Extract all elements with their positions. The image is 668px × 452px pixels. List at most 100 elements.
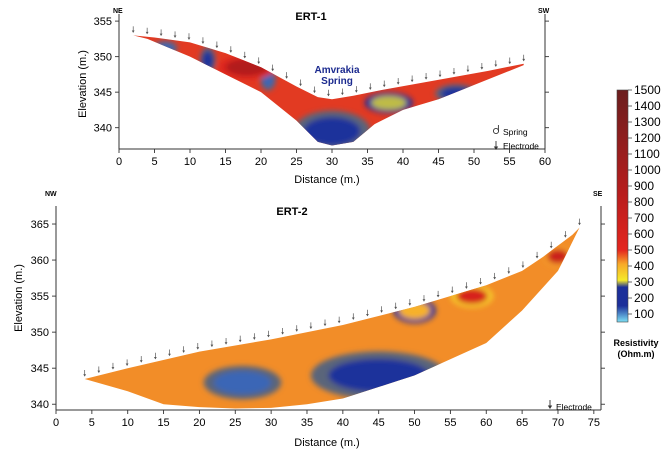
ert1-electrode-head (313, 90, 316, 94)
ert2-y-tick-label: 360 (31, 255, 49, 267)
ert2-x-tick-label: 65 (516, 417, 528, 429)
ert1-resistivity-zone (371, 95, 407, 110)
ert1-x-tick-label: 5 (151, 156, 157, 168)
colorbar-tick-label: 800 (634, 195, 654, 209)
ert2-electrode-head (210, 344, 214, 348)
ert2-electrode-head (337, 320, 341, 324)
ert1-x-tick-label: 50 (468, 156, 480, 168)
ert2-direction-left: NW (45, 191, 57, 198)
ert1-spring-annotation-line: Spring (321, 76, 353, 87)
ert2-electrode-head (380, 310, 383, 313)
ert2-electrode-head (281, 332, 285, 335)
ert1-legend-electrode-label: Electrode (503, 141, 539, 151)
ert1-electrode-head (424, 77, 428, 80)
ert1-resistivity-zone (225, 58, 269, 76)
ert1-electrode-head (522, 58, 526, 62)
ert1-electrode-head (480, 67, 484, 70)
ert1-x-tick-label: 15 (219, 156, 231, 168)
ert2-electrode-head (366, 313, 369, 317)
ert1-electrode-head (494, 64, 498, 67)
ert1-resistivity-zone (440, 87, 472, 100)
ert2-electrode-head (224, 342, 228, 345)
ert2-resistivity-zone (456, 288, 488, 305)
ert2-x-tick-label: 40 (337, 417, 349, 429)
colorbar-ticks: 100 200 300 400 500 600 700 800 900 1000 1100 1200 1… (628, 83, 661, 321)
ert2-electrode-head (422, 299, 426, 302)
ert2-electrode-head (493, 277, 497, 280)
colorbar: 100 200 300 400 500 600 700 800 900 1000 1100 1200 1… (613, 83, 661, 359)
colorbar-unit: (Ohm.m) (618, 349, 655, 359)
ert1-y-tick-label: 340 (94, 123, 112, 135)
ert2-electrode-head (450, 290, 454, 294)
ert2-electrode-head (535, 256, 539, 259)
ert1-spring-annotation-line: Amvrakia (314, 65, 359, 76)
spring-icon (492, 125, 500, 135)
colorbar-tick-label: 1200 (634, 131, 661, 145)
ert1-x-tick-label: 10 (184, 156, 196, 168)
ert2-electrode-head (521, 265, 525, 268)
ert1-x-tick-label: 45 (432, 156, 444, 168)
ert1-x-tick-label: 40 (397, 156, 409, 168)
ert2-electrode-head (295, 329, 299, 332)
ert2-x-label: Distance (m.) (294, 437, 359, 449)
ert2-electrode-head (309, 326, 313, 329)
ert2-x-tick-label: 75 (588, 417, 600, 429)
ert2-x-tick-label: 60 (480, 417, 492, 429)
colorbar-tick-label: 300 (634, 275, 654, 289)
ert2-x-tick-label: 0 (53, 417, 59, 429)
ert2-y-tick-label: 355 (31, 291, 49, 303)
colorbar-tick-label: 200 (634, 291, 654, 305)
ert1-direction-left: NE (113, 8, 123, 15)
ert2-x-tick-label: 25 (229, 417, 241, 429)
ert2-legend-electrode-label: Electrode (556, 402, 592, 412)
ert2-y-ticks: 340 345 350 355 360 365 (31, 219, 56, 411)
ert2-axes: 0 5 10 15 20 25 30 35 40 45 50 55 60 65 70 75 340 345 350… (31, 206, 605, 429)
ert1-axes: 0 5 10 15 20 25 30 35 40 45 50 55 60 340 345 350 355 (94, 14, 551, 168)
ert2-electrode-head (153, 356, 157, 360)
ert2-electrode-head (97, 370, 101, 374)
ert2-electrode-head (464, 286, 468, 289)
ert1-electrode-head (466, 69, 470, 73)
ert1-x-ticks: 0 5 10 15 20 25 30 35 40 45 50 55 60 (116, 149, 551, 168)
ert2-x-tick-label: 70 (552, 417, 564, 429)
colorbar-tick-label: 600 (634, 227, 654, 241)
ert1-x-tick-label: 25 (290, 156, 302, 168)
ert1-spring-annotation: Amvrakia Spring (314, 65, 359, 87)
ert2-y-label: Elevation (m.) (13, 264, 25, 332)
ert2-y-tick-label: 340 (31, 399, 49, 411)
ert2-electrode-head (125, 363, 129, 366)
ert1-x-label: Distance (m.) (294, 174, 359, 186)
ert2-electrode-head (578, 222, 581, 226)
ert1-legend-spring-label: Spring (503, 127, 528, 137)
ert1-electrode-head (340, 92, 344, 96)
ert2-legend: Electrode (547, 400, 592, 412)
ert2-x-tick-label: 30 (265, 417, 277, 429)
ert2-resistivity-zone (213, 371, 272, 395)
ert1-electrode-head (187, 37, 191, 40)
ert1-resistivity-zone (303, 117, 361, 146)
ert1-resistivity-zone (202, 50, 214, 70)
ert2-electrode-head (479, 282, 482, 285)
ert1-x-tick-label: 30 (326, 156, 338, 168)
ert2-x-tick-label: 35 (301, 417, 313, 429)
ert1-electrode-head (229, 50, 233, 53)
ert1-y-tick-label: 350 (94, 52, 112, 64)
ert1-electrode-head (257, 61, 261, 64)
ert1-resistivity-zone (155, 43, 175, 54)
ert1-electrode-head (354, 90, 358, 93)
colorbar-tick-label: 500 (634, 243, 654, 257)
ert2-electrode-head (394, 306, 398, 310)
ert1-title: ERT-1 (295, 11, 326, 23)
ert2-electrode-head (139, 360, 143, 363)
ert2-x-tick-label: 5 (89, 417, 95, 429)
ert2-electrode-head (351, 317, 355, 320)
ert2-x-tick-label: 10 (122, 417, 134, 429)
ert2-resistivity-zone (547, 249, 569, 264)
ert2-direction-right: SE (593, 191, 603, 198)
ert2-electrode-head (549, 245, 553, 249)
ert2-x-ticks: 0 5 10 15 20 25 30 35 40 45 50 55 60 65 70 75 (53, 410, 600, 429)
ert1-electrode-head (285, 76, 289, 79)
ert2-y-tick-label: 345 (31, 363, 49, 375)
ert1-electrode-head (368, 87, 372, 90)
ert2-x-tick-label: 45 (373, 417, 385, 429)
